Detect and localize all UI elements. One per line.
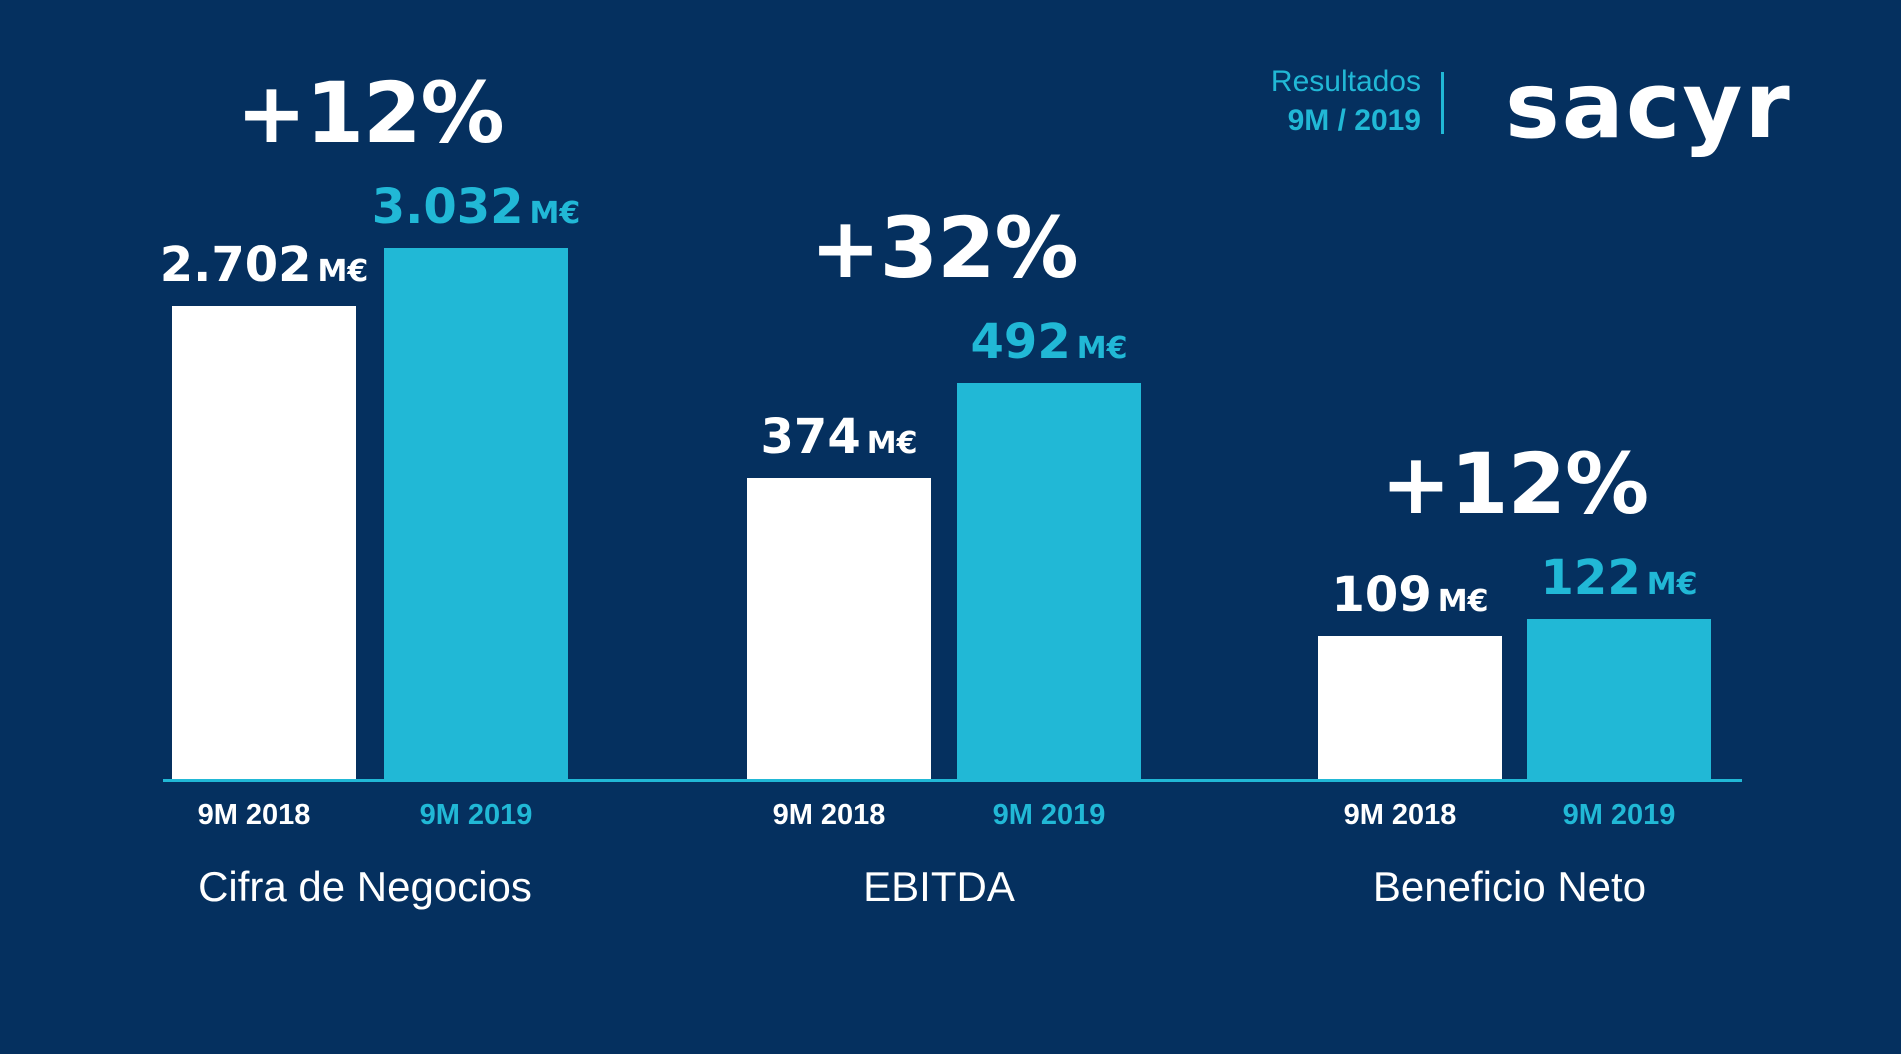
tick-label: 9M 2018: [1343, 799, 1457, 831]
value-label: 374 M€: [689, 410, 989, 471]
value-unit: M€: [1076, 331, 1128, 366]
change-percentage: +12%: [236, 64, 504, 162]
bar-cifra-de-negocios-9m-2018: [172, 306, 356, 779]
value-label: 492 M€: [899, 315, 1199, 376]
bar-cifra-de-negocios-9m-2019: [384, 248, 568, 779]
value-number: 109: [1331, 567, 1432, 623]
header-results-label: Resultados: [1270, 65, 1421, 98]
bar-beneficio-neto-9m-2018: [1318, 636, 1502, 779]
tick-label: 9M 2019: [1562, 799, 1676, 831]
value-label: 109 M€: [1260, 568, 1560, 629]
value-unit: M€: [1437, 584, 1489, 619]
value-label: 3.032 M€: [326, 180, 626, 241]
value-number: 122: [1540, 550, 1641, 606]
value-unit: M€: [529, 196, 581, 231]
tick-label: 9M 2018: [197, 799, 311, 831]
value-number: 374: [760, 409, 861, 465]
sacyr-logo: sacyr: [1505, 52, 1792, 159]
tick-label: 9M 2019: [992, 799, 1106, 831]
header-period-label: 9M / 2019: [1287, 104, 1421, 137]
header-divider: [1441, 72, 1444, 134]
bar-ebitda-9m-2019: [957, 383, 1141, 779]
value-number: 492: [970, 314, 1071, 370]
category-label: Cifra de Negocios: [198, 863, 532, 910]
value-unit: M€: [1646, 567, 1698, 602]
value-unit: M€: [866, 426, 918, 461]
value-unit: M€: [317, 254, 369, 289]
x-axis-line: [163, 779, 1742, 782]
category-label: EBITDA: [863, 863, 1015, 910]
bar-beneficio-neto-9m-2019: [1527, 619, 1711, 779]
tick-label: 9M 2018: [772, 799, 886, 831]
value-label: 2.702 M€: [114, 238, 414, 299]
change-percentage: +12%: [1380, 435, 1649, 533]
category-label: Beneficio Neto: [1372, 863, 1647, 910]
value-number: 2.702: [159, 237, 312, 293]
bar-ebitda-9m-2018: [747, 478, 931, 779]
value-number: 3.032: [371, 179, 524, 235]
tick-label: 9M 2019: [419, 799, 533, 831]
change-percentage: +32%: [810, 199, 1078, 297]
value-label: 122 M€: [1469, 551, 1769, 612]
